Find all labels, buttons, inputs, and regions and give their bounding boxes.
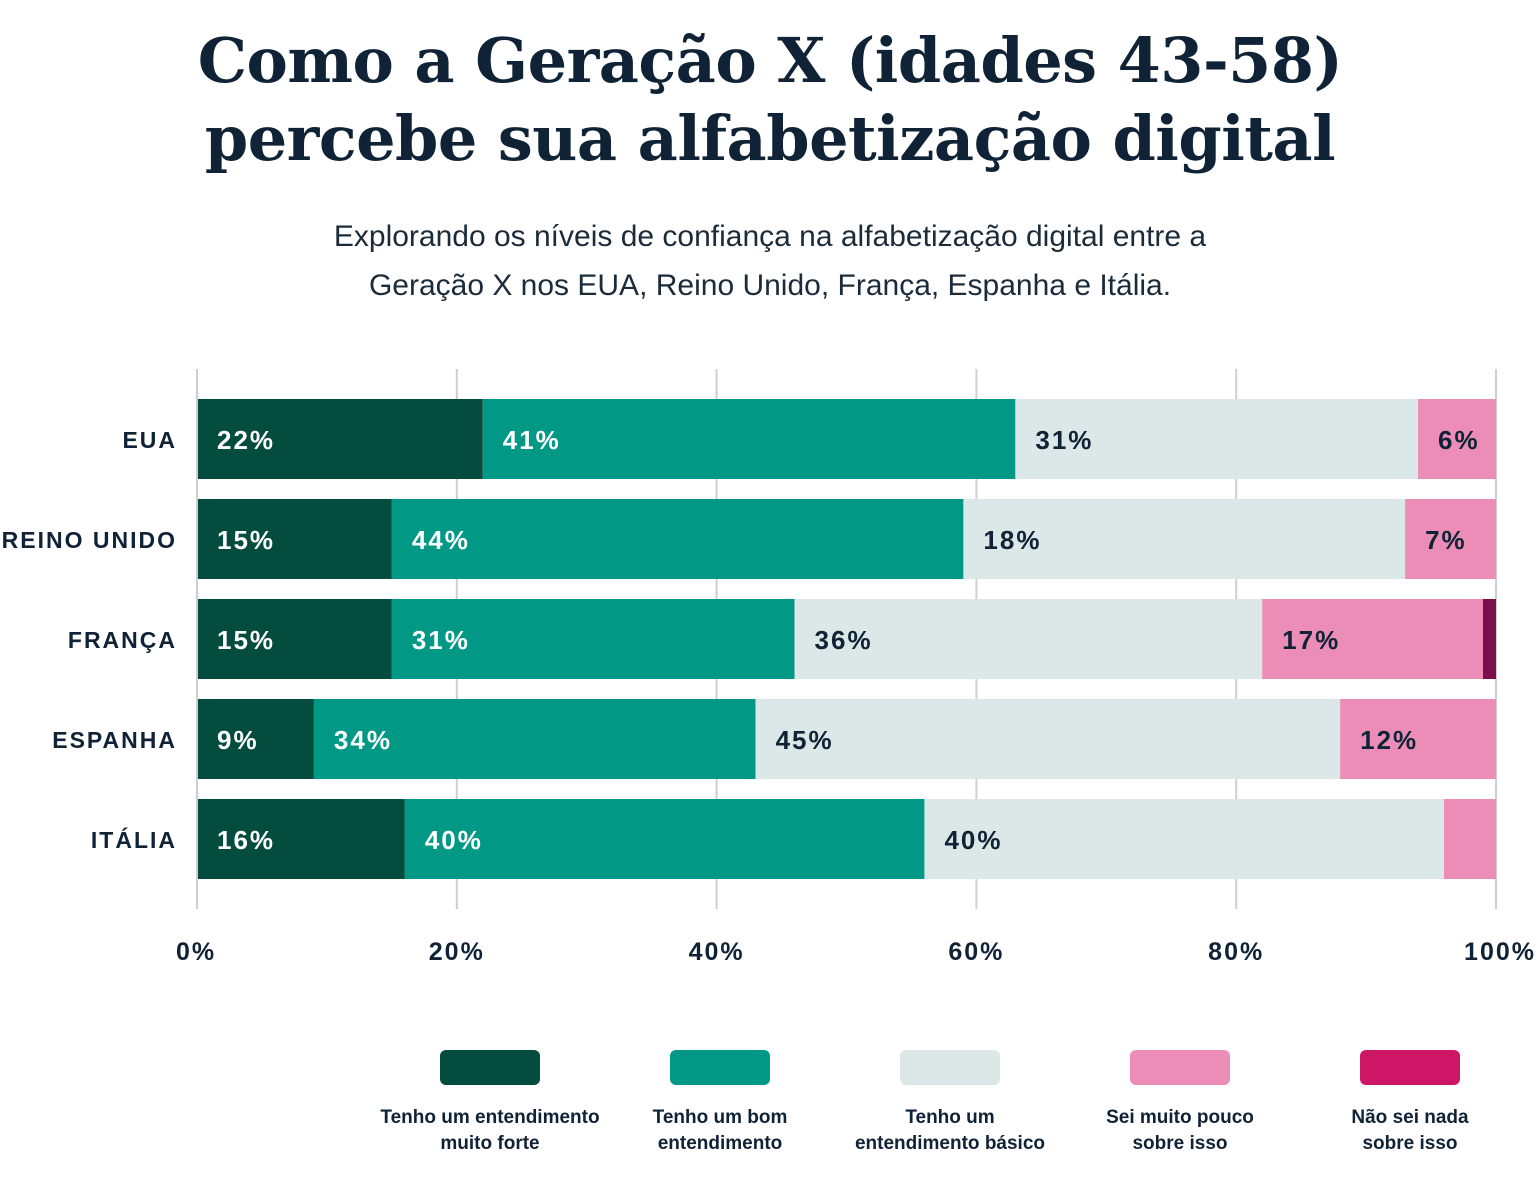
data-label: 40% <box>944 825 1002 855</box>
bar-segment <box>1405 499 1496 579</box>
chart-subtitle: Explorando os níveis de confiança na alf… <box>0 212 1540 310</box>
data-label: 36% <box>815 625 873 655</box>
bar-segment <box>197 499 392 579</box>
bars: 22% 41% 31% 6% 15% 44% 18% 7% 15% 31% 36% 17% 9% 34% 4… <box>196 369 1496 909</box>
data-label: 31% <box>1035 425 1093 455</box>
data-label: 31% <box>412 625 470 655</box>
legend-label-line: sobre isso <box>1362 1133 1458 1154</box>
legend-label-good: Tenho um bom entendimento <box>590 1105 850 1157</box>
legend-item-good: Tenho um bom entendimento <box>590 1050 850 1157</box>
data-label: 44% <box>412 525 470 555</box>
bar-segment <box>963 499 1406 579</box>
category-labels: EUA REINO UNIDO FRANÇA ESPANHA ITÁLIA <box>2 427 177 853</box>
legend-item-basic: Tenho um entendimento básico <box>820 1050 1080 1157</box>
bar-segment <box>1262 599 1484 679</box>
data-label: 12% <box>1360 725 1418 755</box>
data-label: 45% <box>776 725 834 755</box>
bar-segment <box>482 399 1016 479</box>
bar-segment <box>1444 799 1496 879</box>
data-label: 40% <box>425 825 483 855</box>
x-tick-label: 20% <box>429 938 485 966</box>
legend-label-line: sobre isso <box>1132 1133 1228 1154</box>
bar-segment <box>1418 399 1496 479</box>
bar-segment <box>1015 399 1419 479</box>
chart-title-line-2: percebe sua alfabetização digital <box>204 102 1336 175</box>
data-label: 34% <box>334 725 392 755</box>
legend-label-line: Sei muito pouco <box>1106 1107 1254 1128</box>
chart-title-line-1: Como a Geração X (idades 43-58) <box>197 24 1343 97</box>
legend: Tenho um entendimento muito forte Tenho … <box>0 1050 1540 1178</box>
bar-segment <box>755 699 1341 779</box>
category-label: REINO UNIDO <box>2 527 177 553</box>
bar-segment <box>1483 599 1496 679</box>
bar-segment <box>197 699 314 779</box>
legend-swatch-very-little <box>1130 1050 1230 1085</box>
category-label: FRANÇA <box>68 627 177 653</box>
legend-label-line: entendimento básico <box>854 1133 1046 1154</box>
legend-label-line: Tenho um entendimento <box>380 1107 600 1128</box>
bar-segment <box>197 599 392 679</box>
category-label: ESPANHA <box>52 727 177 753</box>
bar-segment <box>404 799 925 879</box>
x-tick-label: 60% <box>948 938 1004 966</box>
category-label: ITÁLIA <box>91 826 177 853</box>
legend-swatch-basic <box>900 1050 1000 1085</box>
data-label: 9% <box>217 725 259 755</box>
chart-subtitle-line-1: Explorando os níveis de confiança na alf… <box>333 220 1207 253</box>
bar-segment <box>794 599 1263 679</box>
data-label: 18% <box>983 525 1041 555</box>
legend-item-very-strong: Tenho um entendimento muito forte <box>360 1050 620 1157</box>
legend-label-very-little: Sei muito pouco sobre isso <box>1050 1105 1310 1157</box>
x-tick-label: 100% <box>1464 938 1536 966</box>
legend-swatch-nothing <box>1360 1050 1460 1085</box>
bar-segment <box>924 799 1445 879</box>
legend-swatch-very-strong <box>440 1050 540 1085</box>
legend-label-nothing: Não sei nada sobre isso <box>1280 1105 1540 1157</box>
legend-label-line: entendimento <box>657 1133 783 1154</box>
legend-swatch-good <box>670 1050 770 1085</box>
data-label: 15% <box>217 625 275 655</box>
bar-segment <box>1340 699 1496 779</box>
category-label: EUA <box>122 427 177 453</box>
data-label: 15% <box>217 525 275 555</box>
x-tick-label: 0% <box>176 938 216 966</box>
stacked-bar-chart: 22% 41% 31% 6% 15% 44% 18% 7% 15% 31% 36% 17% 9% 34% 4… <box>2 369 1536 966</box>
bar-segment <box>197 799 405 879</box>
x-tick-label: 40% <box>689 938 745 966</box>
legend-label-line: muito forte <box>440 1133 540 1154</box>
legend-label-line: Não sei nada <box>1351 1107 1469 1128</box>
legend-label-basic: Tenho um entendimento básico <box>820 1105 1080 1157</box>
legend-item-very-little: Sei muito pouco sobre isso <box>1050 1050 1310 1157</box>
bar-segment <box>391 499 964 579</box>
bar-segment <box>197 399 483 479</box>
data-label: 16% <box>217 825 275 855</box>
data-label: 6% <box>1438 425 1480 455</box>
bar-segment <box>391 599 795 679</box>
legend-label-line: Tenho um <box>905 1107 995 1128</box>
bar-segment <box>313 699 756 779</box>
legend-label-line: Tenho um bom <box>652 1107 788 1128</box>
data-label: 41% <box>503 425 561 455</box>
x-tick-label: 80% <box>1208 938 1264 966</box>
data-label: 22% <box>217 425 275 455</box>
chart-subtitle-line-2: Geração X nos EUA, Reino Unido, França, … <box>368 269 1172 302</box>
data-label: 7% <box>1425 525 1467 555</box>
legend-label-very-strong: Tenho um entendimento muito forte <box>360 1105 620 1157</box>
data-label: 17% <box>1282 625 1340 655</box>
legend-item-nothing: Não sei nada sobre isso <box>1280 1050 1540 1157</box>
x-tick-labels: 0% 20% 40% 60% 80% 100% <box>176 938 1536 966</box>
chart-title: Como a Geração X (idades 43-58) percebe … <box>0 22 1540 178</box>
